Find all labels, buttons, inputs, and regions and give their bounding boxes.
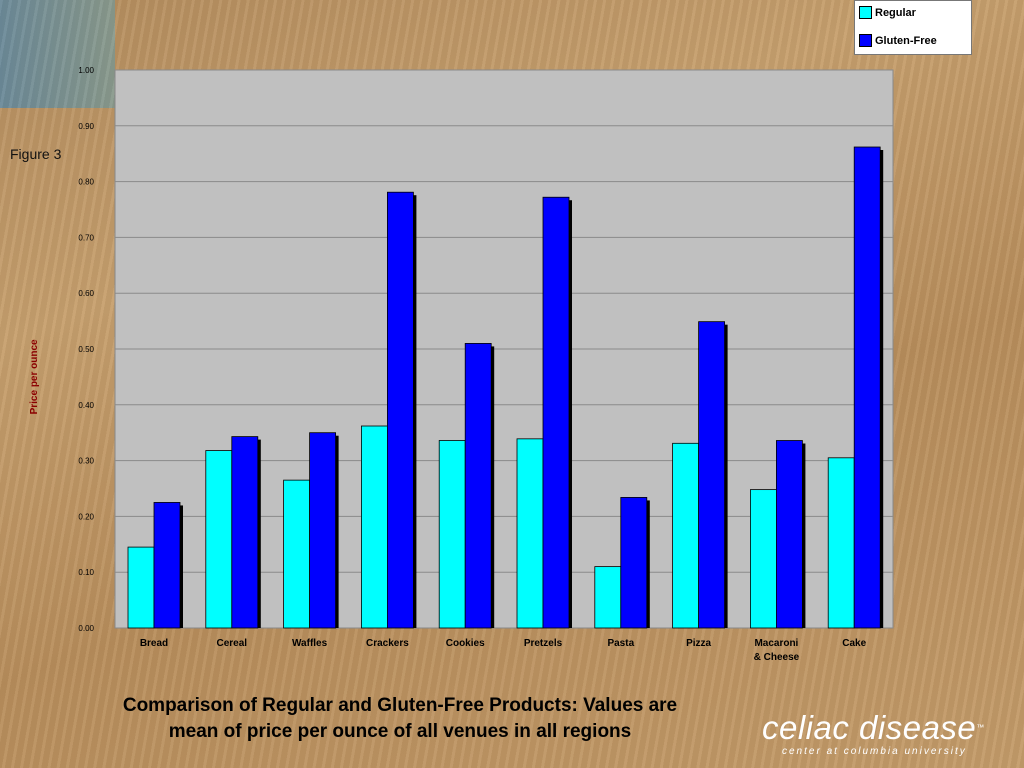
bar-regular <box>205 450 233 629</box>
bar-gluten-free <box>153 502 181 629</box>
caption-line-1: Comparison of Regular and Gluten-Free Pr… <box>122 695 678 716</box>
bar-regular <box>516 438 544 629</box>
bar-gluten-free <box>464 343 492 629</box>
logo-main-text: celiac disease <box>762 709 977 746</box>
y-tick-label: 1.00 <box>78 66 94 75</box>
bar-regular <box>750 489 777 629</box>
y-tick-label: 0.10 <box>78 568 94 577</box>
bar-gluten-free <box>542 196 570 629</box>
x-tick-label: Pretzels <box>524 638 563 649</box>
bar-regular <box>127 546 155 629</box>
bar-gluten-free <box>776 440 803 629</box>
bar-gluten-free <box>309 432 337 629</box>
x-tick-label: Bread <box>140 638 168 649</box>
y-tick-label: 0.30 <box>78 457 94 466</box>
bar-gluten-free <box>620 497 648 629</box>
bar-gluten-free <box>231 436 259 629</box>
x-tick-label: Cake <box>842 638 866 649</box>
legend-swatch-gluten-free <box>859 34 872 47</box>
logo-trademark: ™ <box>976 723 985 732</box>
x-tick-label: Cereal <box>217 638 248 649</box>
y-axis-label: Price per ounce <box>29 339 40 414</box>
y-tick-label: 0.50 <box>78 345 94 354</box>
x-tick-label: & Cheese <box>754 652 800 663</box>
bar-regular <box>360 425 388 629</box>
bar-regular <box>827 457 855 629</box>
legend-item-regular: Regular <box>859 6 916 19</box>
y-tick-label: 0.80 <box>78 178 94 187</box>
y-tick-label: 0.40 <box>78 401 94 410</box>
bar-regular <box>672 442 699 629</box>
legend-label-gluten-free: Gluten-Free <box>875 34 937 47</box>
x-tick-label: Waffles <box>292 638 328 649</box>
bar-regular <box>283 479 311 629</box>
y-tick-label: 0.60 <box>78 289 94 298</box>
chart-caption: Comparison of Regular and Gluten-Free Pr… <box>50 693 750 745</box>
bar-gluten-free <box>386 191 414 629</box>
figure-label: Figure 3 <box>10 146 62 162</box>
x-tick-label: Pizza <box>686 638 711 649</box>
y-tick-label: 0.90 <box>78 122 94 131</box>
bar-gluten-free <box>698 321 725 629</box>
legend-swatch-regular <box>859 6 872 19</box>
x-tick-label: Crackers <box>366 638 409 649</box>
x-tick-label: Macaroni <box>754 638 798 649</box>
logo-wordmark: celiac disease™ <box>762 710 1002 746</box>
y-tick-label: 0.20 <box>78 512 94 521</box>
caption-line-2: mean of price per ounce of all venues in… <box>168 721 632 742</box>
chart-legend: Regular Gluten-Free <box>854 0 972 55</box>
bar-regular <box>594 566 622 629</box>
celiac-disease-center-logo: celiac disease™ center at columbia unive… <box>762 710 1002 764</box>
y-tick-label: 0.70 <box>78 233 94 242</box>
sky-background <box>0 0 115 108</box>
x-tick-label: Pasta <box>607 638 634 649</box>
legend-label-regular: Regular <box>875 6 916 19</box>
legend-item-gluten-free: Gluten-Free <box>859 34 937 47</box>
logo-subtitle: center at columbia university <box>782 746 967 757</box>
x-tick-label: Cookies <box>446 638 485 649</box>
bar-gluten-free <box>853 146 881 629</box>
y-tick-label: 0.00 <box>78 624 94 633</box>
bar-regular <box>438 440 466 629</box>
